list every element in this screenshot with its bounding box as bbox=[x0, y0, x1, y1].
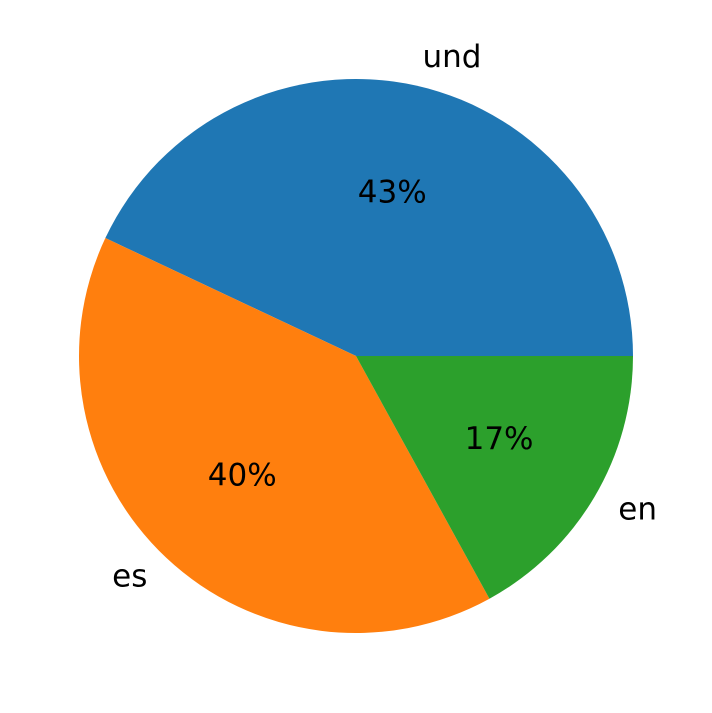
percent-label: 17% bbox=[465, 421, 534, 457]
percent-label: 43% bbox=[358, 174, 427, 210]
percent-label: 40% bbox=[208, 458, 277, 494]
pie-slice bbox=[356, 356, 633, 599]
slice-label: en bbox=[618, 492, 657, 528]
slice-label: es bbox=[112, 559, 147, 595]
slice-label: und bbox=[422, 39, 481, 75]
pie-slice bbox=[79, 238, 490, 633]
pie-slice bbox=[105, 79, 633, 356]
